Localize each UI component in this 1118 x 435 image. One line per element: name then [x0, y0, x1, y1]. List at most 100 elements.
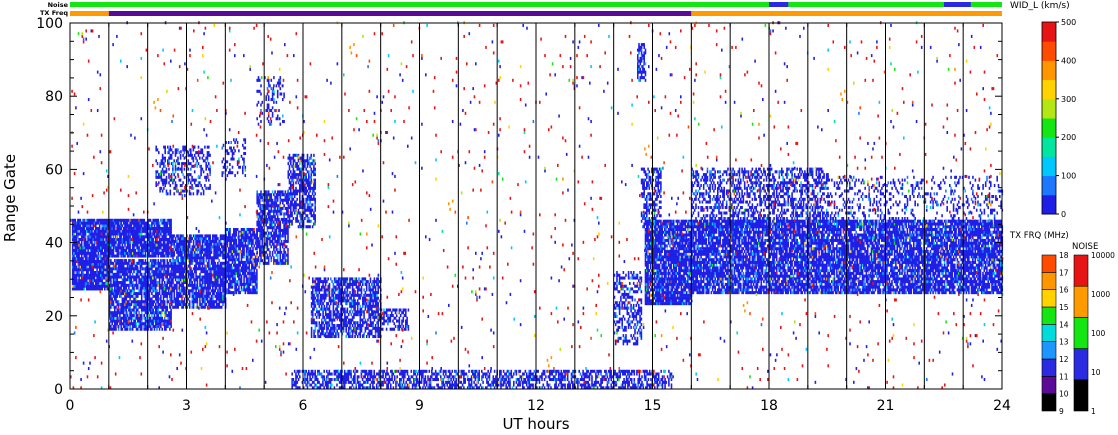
scatter-cell: [112, 264, 115, 268]
scatter-cell: [231, 154, 234, 158]
scatter-cell: [101, 229, 103, 233]
scatter-cell: [173, 259, 176, 263]
scatter-cell: [165, 292, 167, 296]
scatter-cell: [162, 254, 165, 258]
scatter-cell: [158, 227, 161, 231]
scatter-cell: [291, 214, 293, 218]
scatter-cell: [165, 167, 168, 171]
scatter-cell: [153, 229, 156, 233]
scatter-cell: [196, 303, 199, 307]
scatter-cell: [125, 286, 128, 290]
scatter-cell: [200, 170, 202, 174]
scatter-cell: [78, 273, 80, 277]
scatter-cell: [149, 243, 152, 247]
scatter-cell: [84, 238, 87, 242]
scatter-cell: [166, 229, 169, 233]
scatter-cell: [104, 235, 106, 239]
scatter-cell: [157, 294, 160, 298]
scatter-cell: [177, 297, 179, 301]
scatter-cell: [295, 208, 297, 212]
scatter-cell: [160, 243, 162, 247]
scatter-cell: [96, 235, 98, 239]
scatter-cell: [196, 297, 199, 301]
scatter-cell: [252, 238, 254, 242]
scatter-cell: [89, 271, 92, 275]
scatter-cell: [140, 221, 143, 225]
scatter-cell: [157, 319, 160, 323]
scatter-cell: [91, 284, 93, 288]
scatter-cell: [158, 238, 161, 242]
scatter-cell: [299, 195, 301, 199]
scatter-cell: [161, 227, 163, 231]
scatter-cell: [124, 232, 126, 236]
scatter-cell: [226, 280, 229, 284]
scatter-cell: [196, 259, 199, 263]
scatter-cell: [170, 275, 172, 279]
scatter-cell: [124, 243, 126, 247]
scatter-cell: [226, 149, 229, 153]
scatter-cell: [209, 234, 211, 238]
scatter-cell: [100, 262, 102, 266]
scatter-cell: [300, 173, 302, 177]
scatter-cell: [114, 278, 116, 282]
scatter-cell: [205, 237, 208, 241]
scatter-cell: [139, 218, 142, 222]
scatter-cell: [163, 324, 166, 328]
scatter-cell: [80, 246, 83, 250]
scatter-cell: [287, 256, 289, 260]
scatter-cell: [157, 221, 160, 225]
scatter-cell: [121, 272, 124, 276]
scatter-cell: [144, 292, 147, 296]
scatter-cell: [173, 234, 176, 238]
scatter-cell: [129, 229, 131, 233]
scatter-cell: [110, 224, 112, 228]
scatter-cell: [86, 218, 88, 222]
scatter-cell: [79, 273, 82, 277]
scatter-cell: [162, 297, 165, 301]
scatter-cell: [89, 246, 92, 250]
scatter-cell: [93, 276, 96, 280]
scatter-cell: [144, 308, 147, 312]
scatter-cell: [205, 303, 208, 307]
scatter-cell: [121, 259, 124, 263]
scatter-cell: [119, 322, 121, 326]
scatter-cell: [144, 246, 147, 250]
scatter-cell: [119, 303, 121, 307]
scatter-cell: [114, 289, 116, 293]
scatter-cell: [96, 281, 98, 285]
scatter-cell: [104, 221, 106, 225]
scatter-cell: [138, 224, 140, 228]
scatter-cell: [100, 287, 102, 291]
scatter-cell: [155, 270, 157, 274]
scatter-cell: [128, 251, 130, 255]
scatter-cell: [124, 316, 126, 320]
scatter-cell: [79, 232, 82, 236]
scatter-cell: [171, 289, 173, 293]
scatter-cell: [82, 251, 84, 255]
scatter-cell: [98, 243, 101, 247]
scatter-cell: [235, 285, 238, 289]
scatter-cell: [86, 227, 88, 231]
scatter-cell: [217, 256, 219, 260]
scatter-cell: [120, 240, 122, 244]
scatter-cell: [117, 270, 120, 274]
scatter-cell: [162, 289, 165, 293]
scatter-cell: [217, 237, 219, 241]
scatter-cell: [139, 303, 142, 307]
scatter-cell: [100, 271, 102, 275]
scatter-cell: [71, 281, 74, 285]
scatter-cell: [169, 322, 171, 326]
scatter-cell: [171, 305, 173, 309]
scatter-cell: [101, 284, 103, 288]
scatter-cell: [166, 272, 169, 276]
scatter-cell: [158, 319, 161, 323]
scatter-cell: [153, 251, 156, 255]
scatter-cell: [111, 249, 113, 253]
scatter-cell: [124, 221, 126, 225]
scatter-cell: [93, 265, 96, 269]
scatter-cell: [152, 243, 154, 247]
scatter-cell: [165, 227, 167, 231]
scatter-cell: [115, 229, 117, 233]
scatter-cell: [152, 261, 154, 265]
scatter-cell: [119, 235, 121, 239]
